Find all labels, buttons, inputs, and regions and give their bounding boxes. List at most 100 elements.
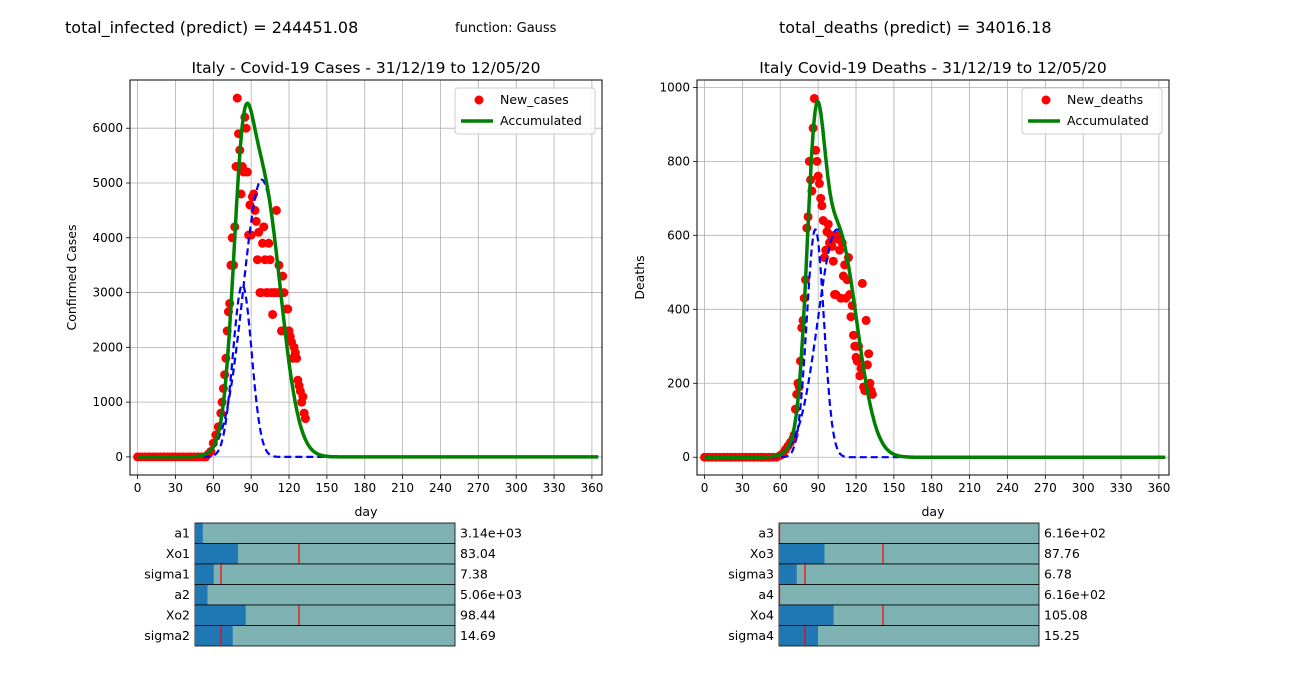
- x-tick-label: 330: [543, 481, 566, 495]
- legend: New_deaths Accumulated: [1021, 87, 1163, 135]
- chart-title: Italy Covid-19 Deaths - 31/12/19 to 12/0…: [759, 59, 1106, 77]
- data-point: [258, 238, 268, 248]
- x-tick-label: 60: [206, 481, 221, 495]
- slider-fill: [779, 626, 818, 646]
- data-point: [265, 255, 275, 265]
- data-point: [259, 222, 269, 232]
- x-tick-label: 120: [278, 481, 301, 495]
- slider-label: Xo3: [750, 546, 774, 561]
- slider-a2[interactable]: a2 5.06e+03: [174, 584, 522, 606]
- data-point: [249, 189, 259, 199]
- data-point: [812, 156, 822, 166]
- x-tick-label: 270: [1034, 481, 1057, 495]
- plot-frame: [696, 79, 1170, 476]
- slider-fill: [779, 605, 834, 625]
- y-tick-label: 5000: [92, 176, 123, 190]
- data-point: [271, 205, 281, 215]
- slider-label: Xo2: [166, 608, 190, 623]
- plot-frame: [129, 79, 603, 476]
- x-tick-label: 30: [168, 481, 183, 495]
- y-axis-label: Deaths: [632, 255, 647, 299]
- data-point: [268, 309, 278, 319]
- data-point: [292, 353, 302, 363]
- data-point: [300, 414, 310, 424]
- slider-fill: [195, 544, 238, 564]
- slider-a3[interactable]: a3 6.16e+02: [758, 522, 1106, 544]
- slider-sigma1[interactable]: sigma1 7.38: [144, 563, 488, 585]
- slider-label: Xo1: [166, 546, 190, 561]
- cases-parameter-sliders: a1 3.14e+03 Xo1 83.04 sigma1 7.38 a2 5.06e+03 Xo…: [144, 522, 522, 647]
- data-point: [251, 216, 261, 226]
- slider-Xo2[interactable]: Xo2 98.44: [166, 604, 496, 626]
- component-curve-1: [704, 228, 1166, 459]
- slider-fill: [779, 564, 797, 584]
- component-curve-2: [137, 178, 599, 458]
- x-tick-label: 60: [773, 481, 788, 495]
- x-tick-label: 120: [845, 481, 868, 495]
- slider-sigma4[interactable]: sigma4 15.25: [728, 625, 1080, 647]
- slider-track[interactable]: [194, 563, 456, 585]
- legend-entry: Accumulated: [500, 113, 582, 128]
- x-tick-label: 210: [391, 481, 414, 495]
- slider-value: 87.76: [1044, 546, 1080, 561]
- slider-a4[interactable]: a4 6.16e+02: [758, 584, 1106, 606]
- slider-sigma2[interactable]: sigma2 14.69: [144, 625, 496, 647]
- x-tick-label: 360: [1147, 481, 1170, 495]
- slider-Xo4[interactable]: Xo4 105.08: [750, 604, 1088, 626]
- y-tick-label: 3000: [92, 286, 123, 300]
- infected-predict-text: total_infected (predict) = 244451.08: [65, 18, 359, 37]
- legend: New_cases Accumulated: [454, 87, 596, 135]
- x-tick-label: 150: [882, 481, 905, 495]
- legend-entry: New_deaths: [1067, 92, 1143, 107]
- slider-a1[interactable]: a1 3.14e+03: [174, 522, 522, 544]
- x-tick-label: 240: [996, 481, 1019, 495]
- slider-label: a4: [758, 587, 774, 602]
- x-tick-label: 180: [920, 481, 943, 495]
- slider-label: a2: [174, 587, 190, 602]
- y-tick-label: 400: [667, 302, 690, 316]
- slider-label: a3: [758, 526, 774, 541]
- slider-track[interactable]: [194, 584, 456, 606]
- deaths-parameter-sliders: a3 6.16e+02 Xo3 87.76 sigma3 6.78 a4 6.16e+02 Xo…: [728, 522, 1106, 647]
- y-tick-label: 1000: [659, 80, 690, 94]
- y-tick-label: 4000: [92, 231, 123, 245]
- slider-value: 7.38: [460, 567, 488, 582]
- legend-marker-points: [474, 95, 484, 105]
- x-tick-label: 90: [244, 481, 259, 495]
- data-point: [283, 304, 293, 314]
- slider-label: a1: [174, 526, 190, 541]
- accumulated-line: [137, 101, 599, 459]
- data-point: [857, 278, 867, 288]
- slider-track[interactable]: [194, 625, 456, 647]
- x-tick-label: 360: [580, 481, 603, 495]
- slider-track[interactable]: [778, 522, 1040, 544]
- slider-track[interactable]: [778, 563, 1040, 585]
- slider-value: 3.14e+03: [460, 526, 522, 541]
- slider-value: 98.44: [460, 608, 496, 623]
- x-tick-label: 90: [811, 481, 826, 495]
- slider-sigma3[interactable]: sigma3 6.78: [728, 563, 1072, 585]
- legend-marker-points: [1041, 95, 1051, 105]
- slider-label: sigma4: [728, 628, 774, 643]
- data-point: [835, 245, 845, 255]
- function-label: function: Gauss: [455, 21, 557, 36]
- y-tick-label: 600: [667, 228, 690, 242]
- deaths-predict-text: total_deaths (predict) = 34016.18: [779, 18, 1052, 37]
- legend-entry: Accumulated: [1067, 113, 1149, 128]
- legend-entry: New_cases: [500, 92, 569, 107]
- slider-track[interactable]: [194, 522, 456, 544]
- slider-fill: [195, 585, 208, 605]
- x-tick-label: 0: [701, 481, 709, 495]
- data-point: [264, 238, 274, 248]
- slider-label: Xo4: [750, 608, 774, 623]
- x-tick-label: 180: [353, 481, 376, 495]
- slider-track[interactable]: [778, 584, 1040, 606]
- x-axis-label: day: [922, 504, 946, 519]
- y-tick-label: 0: [682, 450, 690, 464]
- slider-value: 6.78: [1044, 567, 1072, 582]
- slider-Xo1[interactable]: Xo1 83.04: [166, 543, 496, 565]
- x-tick-label: 270: [467, 481, 490, 495]
- slider-fill: [195, 523, 203, 543]
- slider-Xo3[interactable]: Xo3 87.76: [750, 543, 1080, 565]
